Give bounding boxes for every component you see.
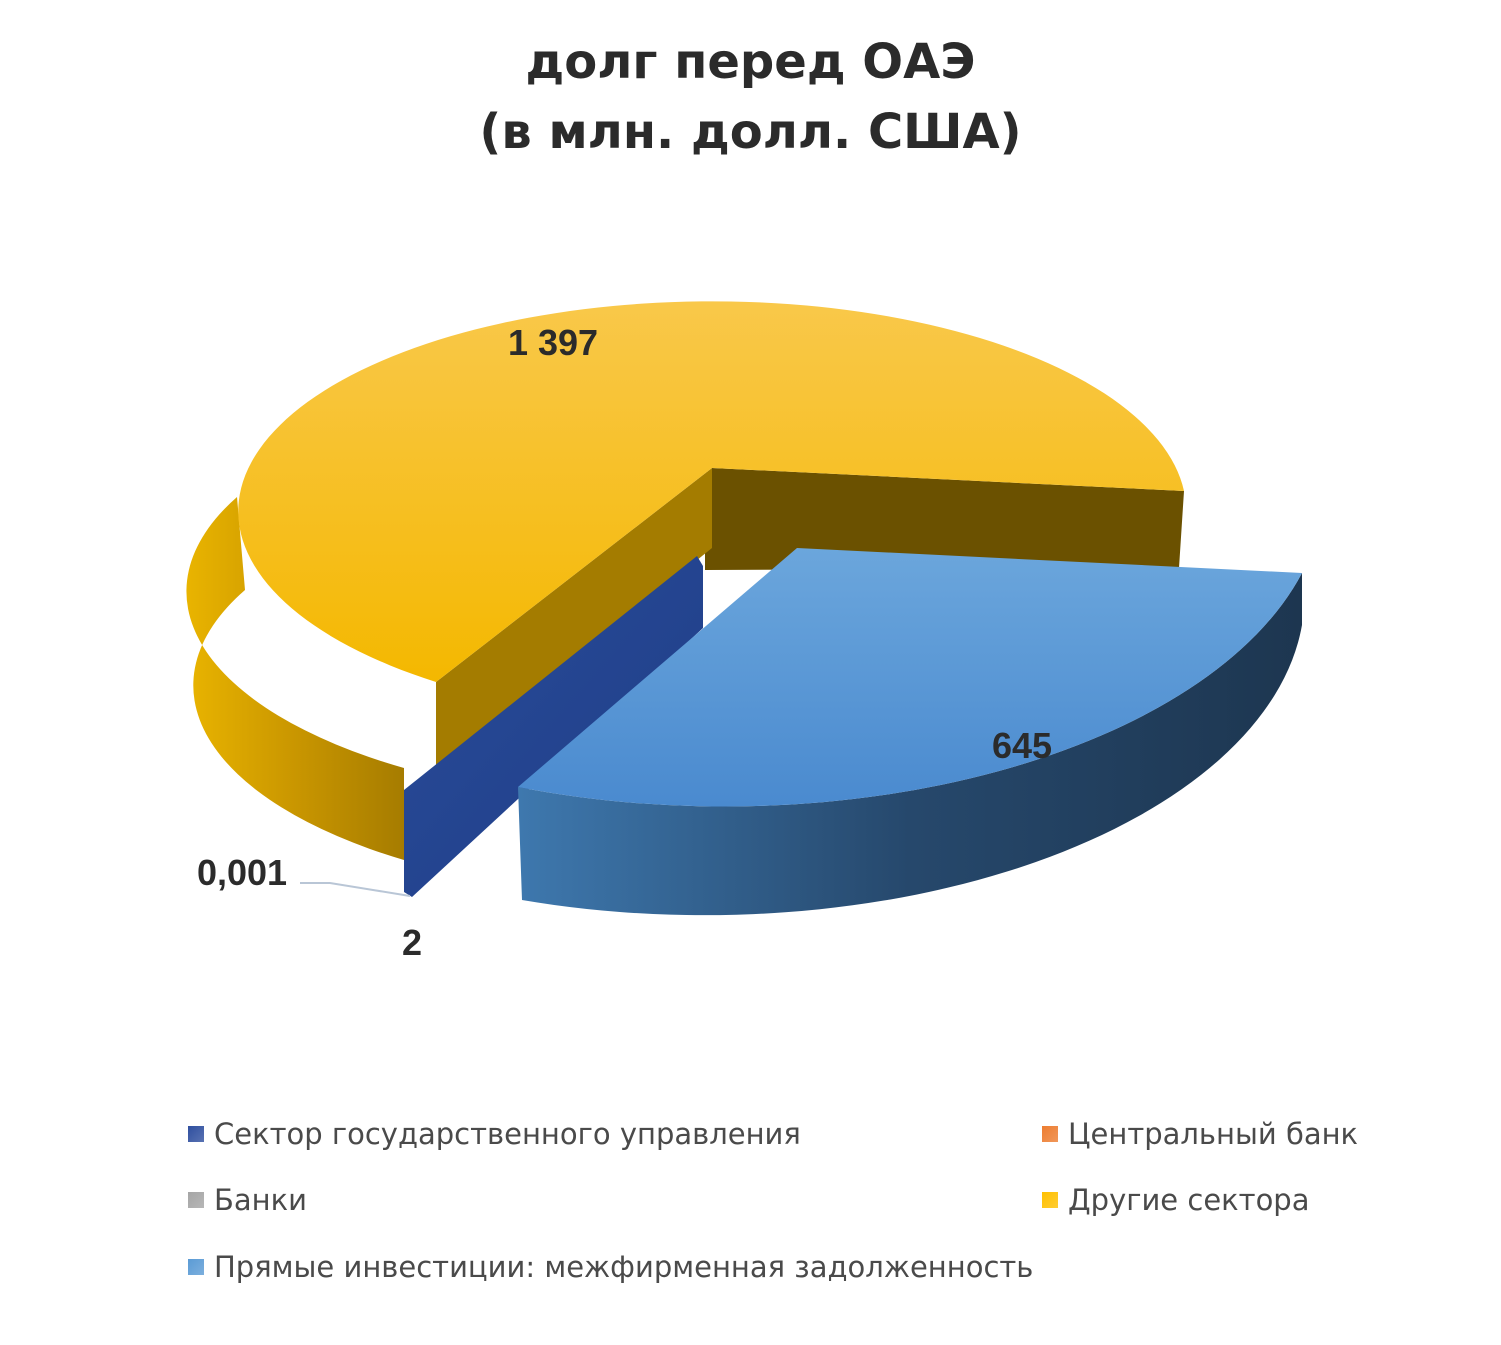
slice-other-sectors-inner-face <box>436 468 712 770</box>
legend-label-central-bank: Центральный банк <box>1068 1117 1359 1151</box>
legend-label-other-sectors: Другие сектора <box>1068 1183 1310 1217</box>
label-leader-line-banks <box>300 882 411 897</box>
slice-other-sectors-outer-wall <box>186 497 404 860</box>
data-label-government-sector: 2 <box>402 922 422 963</box>
legend-swatch-banks <box>188 1192 204 1208</box>
data-label-banks: 0,001 <box>197 852 287 893</box>
legend-item-other-sectors: Другие сектора <box>1042 1183 1310 1217</box>
data-label-other-sectors: 1 397 <box>508 322 598 363</box>
legend-item-government-sector: Сектор государственного управления <box>188 1117 801 1151</box>
legend-item-direct-investment: Прямые инвестиции: межфирменная задолжен… <box>188 1250 1033 1284</box>
slice-other-sectors-back-face <box>705 468 1184 570</box>
legend-label-banks: Банки <box>214 1183 307 1217</box>
legend-item-central-bank: Центральный банк <box>1042 1117 1358 1151</box>
pie-slice-direct-investment <box>518 548 1302 916</box>
legend-label-direct-investment: Прямые инвестиции: межфирменная задолжен… <box>214 1250 1034 1284</box>
slice-other-sectors-top <box>238 301 1185 682</box>
pie-slice-other-sectors <box>186 301 1185 860</box>
slice-government-sector-face <box>404 556 703 897</box>
legend-swatch-central-bank <box>1042 1126 1058 1142</box>
slice-direct-investment-top <box>518 548 1302 807</box>
legend-item-banks: Банки <box>188 1183 307 1217</box>
legend-swatch-other-sectors <box>1042 1192 1058 1208</box>
chart-title-line-1: долг перед ОАЭ <box>525 34 976 90</box>
chart-title-line-2: (в млн. долл. США) <box>479 104 1022 160</box>
legend-swatch-direct-investment <box>188 1259 204 1275</box>
legend-swatch-government-sector <box>188 1126 204 1142</box>
data-label-direct-investment: 645 <box>992 725 1052 766</box>
pie-slice-government-sector <box>404 556 703 897</box>
legend-label-government-sector: Сектор государственного управления <box>214 1117 801 1151</box>
slice-direct-investment-outer-wall <box>518 573 1302 916</box>
